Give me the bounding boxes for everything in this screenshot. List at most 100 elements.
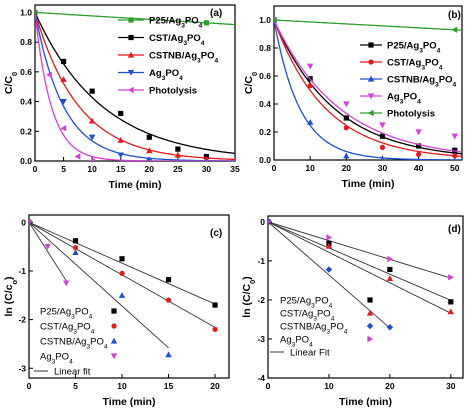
plot-frame	[28, 214, 230, 379]
y-tick-label: -1	[18, 266, 26, 276]
data-point	[343, 152, 350, 159]
data-point	[174, 151, 182, 158]
legend-label: CST/Ag3PO4	[280, 309, 335, 323]
series-layer	[29, 219, 218, 358]
data-point	[119, 256, 125, 262]
legend-marker	[110, 353, 118, 360]
panel-tag: (a)	[210, 8, 222, 19]
data-point	[448, 299, 454, 305]
legend-marker	[111, 323, 117, 329]
data-point	[386, 324, 394, 331]
data-point	[307, 83, 313, 89]
x-tick-label: 15	[164, 381, 174, 391]
data-point	[212, 326, 218, 332]
legend-label: CSTNB/Ag3PO4	[40, 337, 108, 351]
data-point	[117, 152, 124, 159]
data-point	[452, 147, 458, 153]
series-line	[35, 12, 235, 161]
data-point	[72, 249, 79, 255]
y-tick-label: 0.4	[259, 99, 271, 109]
y-tick-label: 0.2	[20, 126, 32, 136]
legend-label: CST/Ag3PO4	[387, 58, 443, 72]
y-axis-title: ln (C/co)	[3, 276, 19, 316]
data-point	[35, 9, 38, 16]
x-tick-label: 35	[230, 164, 240, 174]
y-tick-label: 0.4	[20, 97, 32, 107]
fit-line	[268, 221, 391, 329]
data-point	[72, 238, 79, 244]
legend-marker	[127, 86, 134, 94]
legend-marker	[368, 59, 374, 65]
panel-tag: (c)	[210, 228, 222, 239]
y-tick-label: -2	[257, 295, 265, 305]
data-point	[60, 125, 67, 132]
x-tick-label: 10	[87, 164, 97, 174]
series-line	[35, 12, 235, 161]
data-point	[60, 58, 67, 65]
x-axis-title: Time (min)	[339, 396, 392, 408]
data-point	[326, 234, 333, 241]
data-point	[212, 302, 218, 308]
data-point	[46, 71, 52, 79]
x-tick-label: 20	[145, 164, 155, 174]
panel-b: 0 10 20 30 40 50 0.0 0.2 0.4 0.6 0.8 1.0 Time (min) C…	[243, 5, 463, 190]
x-tick-label: 0	[266, 381, 271, 391]
legend: P25/Ag3PO4 CST/Ag3PO4 CSTNB/Ag3PO4 Ag3PO4 Ph…	[360, 41, 456, 120]
data-point	[325, 242, 333, 249]
y-axis-title: ln (C/C0)	[241, 276, 257, 317]
x-tick-label: 10	[324, 381, 334, 391]
x-tick-label: 5	[73, 381, 78, 391]
legend-marker	[128, 34, 134, 41]
data-point	[146, 134, 152, 140]
y-axis-title: C/C0	[243, 72, 259, 94]
plot-frame	[267, 215, 464, 379]
series-line	[35, 11, 235, 26]
data-point	[380, 156, 385, 160]
data-point	[452, 153, 458, 159]
data-point	[386, 275, 394, 281]
x-tick-label: 20	[342, 163, 352, 173]
data-point	[60, 99, 67, 105]
legend: P25/Ag3PO4 CST/Ag3PO4 CSTNB/Ag3PO4 Ag3PO4 Ph…	[118, 16, 218, 97]
data-point	[274, 16, 277, 24]
legend: P25/Ag3PO4CST/Ag3PO4CSTNB/Ag3PO4Ag3PO4Li…	[34, 307, 118, 378]
data-point	[88, 134, 96, 141]
y-tick-label: 0.0	[20, 156, 32, 166]
data-point	[343, 115, 349, 121]
x-tick-label: 15	[116, 164, 126, 174]
data-point	[451, 133, 458, 140]
x-tick-label: 0	[33, 164, 38, 174]
series-line	[274, 19, 462, 153]
legend-marker	[366, 309, 374, 316]
y-tick-label: -4	[257, 373, 265, 383]
fit-line	[29, 221, 169, 349]
data-point	[63, 280, 70, 287]
data-point	[387, 266, 393, 273]
y-tick-label: 0.8	[20, 37, 32, 47]
legend-marker	[111, 308, 117, 314]
legend-label: Photolysis	[149, 86, 197, 97]
legend-label: Ag3PO4	[149, 68, 183, 82]
legend-label: CST/Ag3PO4	[149, 33, 205, 47]
x-tick-label: 20	[210, 381, 220, 391]
y-tick-label: -2	[18, 315, 26, 325]
data-point	[415, 129, 422, 136]
legend-label: P25/Ag3PO4	[280, 296, 333, 310]
fit-line	[268, 221, 451, 301]
x-tick-label: 20	[385, 381, 395, 391]
data-point	[451, 26, 458, 33]
panel-c: 0 5 10 15 20 0 -1 -2 -3 Time (min) ln (C/co) (c) P25…	[3, 214, 230, 408]
data-point	[175, 146, 181, 152]
legend-label: Photolysis	[387, 109, 435, 120]
legend-label: P25/Ag3PO4	[149, 16, 203, 30]
series-line	[274, 19, 462, 160]
series-line	[274, 19, 462, 31]
data-point	[72, 245, 79, 251]
legend-label: Ag3PO4	[387, 92, 421, 106]
x-tick-label: 0	[27, 381, 32, 391]
data-point	[165, 351, 172, 358]
data-point	[447, 308, 454, 315]
series-line	[274, 19, 462, 157]
panel-d: 0 10 20 30 0 -1 -2 -3 -4 Time (min) ln (C/C0) (d) P2…	[241, 215, 464, 408]
